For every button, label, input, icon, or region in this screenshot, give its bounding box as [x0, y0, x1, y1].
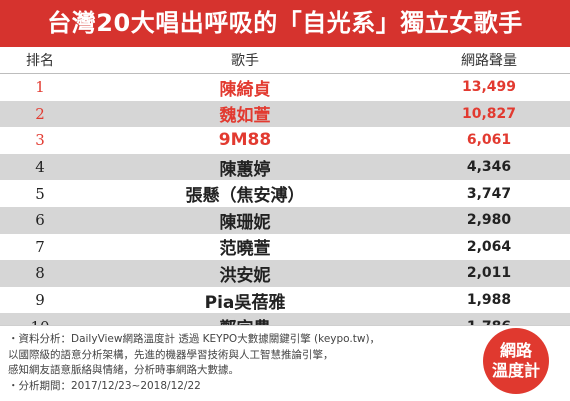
volume-cell: 1,988 — [466, 292, 512, 309]
rank-cell: 4 — [35, 158, 45, 177]
ranking-table: 排名 歌手 網路聲量 1 陳綺貞 13,499 2 魏如萱 10,827 3 9… — [0, 47, 570, 340]
rank-cell: 5 — [35, 184, 45, 203]
note-line: 感知網友語意脈絡與情緒，分析時事網路大數據。 — [8, 364, 239, 376]
header-singer: 歌手 — [231, 53, 259, 69]
header-rank: 排名 — [26, 53, 54, 69]
logo-text-top: 網路 — [499, 341, 532, 360]
volume-cell: 4,346 — [466, 159, 512, 176]
table-row: 1 陳綺貞 13,499 — [0, 74, 570, 101]
analysis-notes: ・資料分析：DailyView網路溫度計 透過 KEYPO大數據關鍵引擎 (ke… — [8, 332, 478, 394]
rank-cell: 9 — [35, 291, 45, 310]
singer-cell: 9M88 — [218, 130, 272, 151]
volume-cell: 2,064 — [466, 238, 512, 255]
singer-cell: 張懸（焦安溥） — [185, 186, 305, 207]
singer-cell: 魏如萱 — [219, 106, 271, 127]
logo-text-bottom: 溫度計 — [491, 361, 540, 380]
rank-cell: 7 — [35, 237, 45, 256]
dailyview-logo: 網路 溫度計 — [483, 328, 549, 394]
page-title: 台灣20大唱出呼吸的「自光系」獨立女歌手 — [0, 0, 570, 47]
volume-cell: 13,499 — [461, 79, 517, 96]
table-row: 8 洪安妮 2,011 — [0, 260, 570, 287]
singer-cell: 陳綺貞 — [219, 79, 271, 100]
singer-cell: 陳蕙婷 — [219, 159, 271, 180]
table-row: 5 張懸（焦安溥） 3,747 — [0, 180, 570, 207]
rank-cell: 1 — [35, 78, 45, 97]
table-row: 2 魏如萱 10,827 — [0, 100, 570, 128]
singer-cell: 陳珊妮 — [219, 212, 271, 233]
header-volume: 網路聲量 — [461, 53, 517, 69]
singer-cell: Pia吳蓓雅 — [204, 292, 286, 313]
rank-cell: 2 — [35, 104, 45, 123]
analysis-period: ・分析期間：2017/12/23~2018/12/22 — [8, 379, 201, 392]
rank-cell: 8 — [35, 264, 45, 283]
table-header: 排名 歌手 網路聲量 — [0, 47, 570, 74]
volume-cell: 2,011 — [466, 265, 512, 282]
volume-cell: 6,061 — [466, 132, 512, 149]
table-row: 4 陳蕙婷 4,346 — [0, 153, 570, 181]
table-row: 7 范曉萱 2,064 — [0, 233, 570, 261]
table-row: 3 9M88 6,061 — [0, 127, 570, 154]
singer-cell: 洪安妮 — [219, 265, 271, 286]
table-row: 9 Pia吳蓓雅 1,988 — [0, 286, 570, 314]
volume-cell: 3,747 — [466, 185, 512, 202]
rank-cell: 3 — [35, 131, 45, 150]
note-line: 以國際級的語意分析架構，先進的機器學習技術與人工智慧推論引擎， — [8, 348, 334, 361]
footer: ・資料分析：DailyView網路溫度計 透過 KEYPO大數據關鍵引擎 (ke… — [0, 325, 570, 401]
table-row: 6 陳珊妮 2,980 — [0, 206, 570, 234]
volume-cell: 10,827 — [461, 105, 517, 122]
note-line: ・資料分析：DailyView網路溫度計 透過 KEYPO大數據關鍵引擎 (ke… — [8, 333, 381, 345]
rank-cell: 6 — [35, 211, 45, 230]
singer-cell: 范曉萱 — [219, 239, 271, 260]
volume-cell: 2,980 — [466, 212, 512, 229]
